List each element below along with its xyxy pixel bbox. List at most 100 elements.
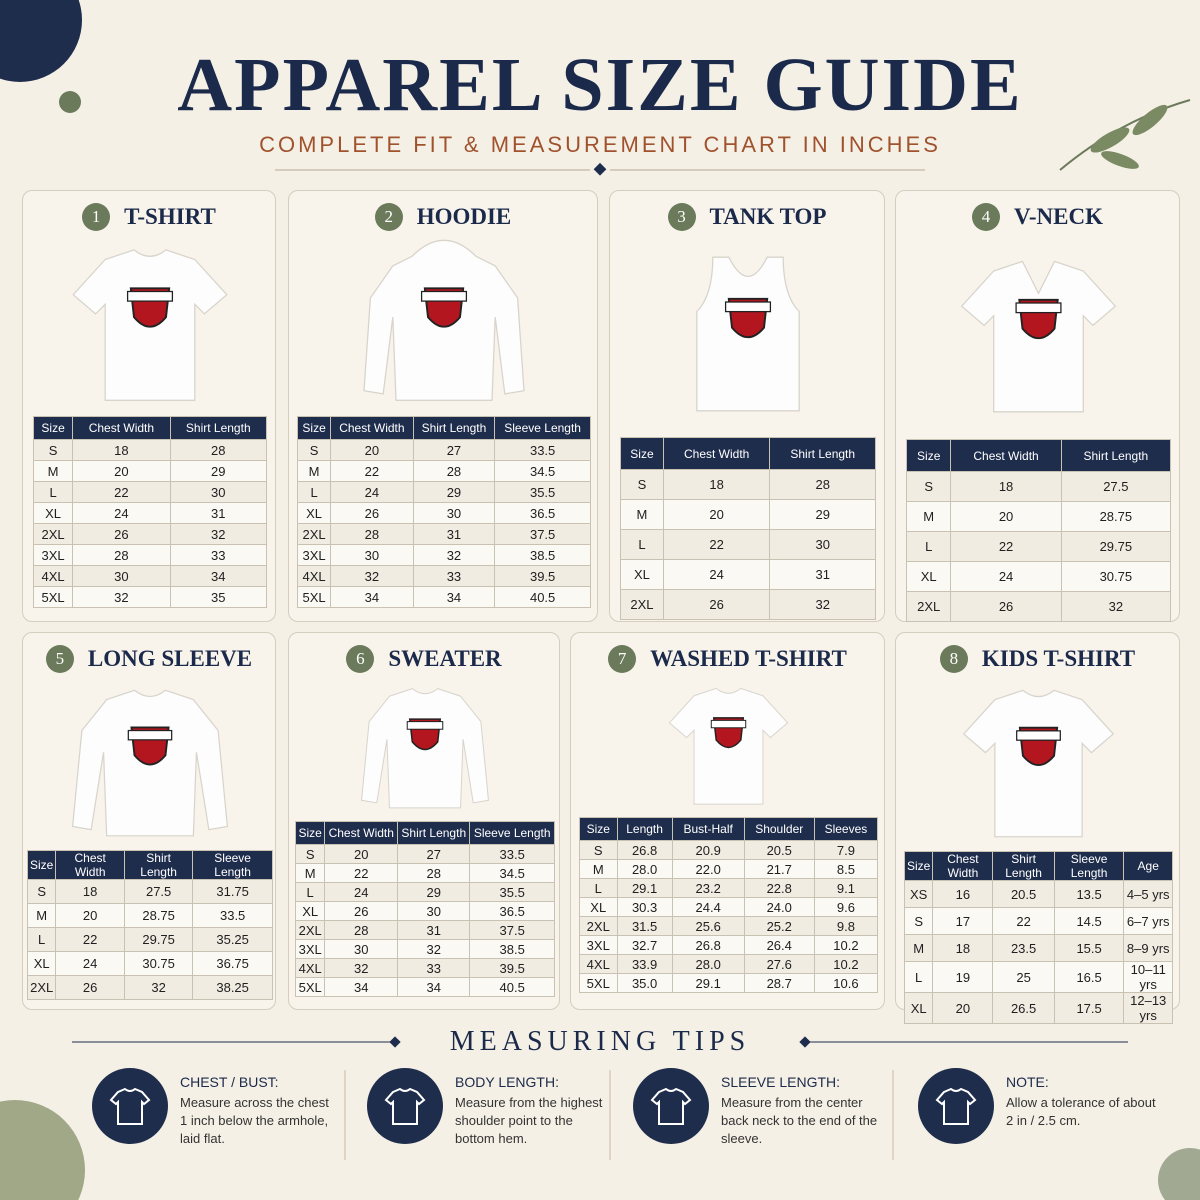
tip-label: NOTE: [1006, 1074, 1049, 1090]
table-cell: 26 [950, 591, 1062, 622]
table-row: 5XL 32 35 [32, 586, 268, 608]
table-cell: 28 [412, 460, 496, 482]
table-cell: XL [296, 502, 332, 524]
column-header: Shirt Length [123, 850, 194, 880]
table-cell: S [620, 469, 664, 500]
table-cell: 32 [324, 958, 399, 978]
table-header-row: Size Length Bust-Half Shoulder Sleeves [579, 817, 879, 841]
table-row: 4XL 30 34 [32, 565, 268, 587]
table-cell: 9.1 [813, 878, 879, 898]
table-row: 5XL 34 34 40.5 [294, 977, 555, 997]
table-cell: 34 [412, 586, 496, 608]
table-cell: L [296, 481, 332, 503]
table-cell: 4XL [294, 958, 326, 978]
shirt-image [363, 239, 525, 401]
table-cell: 20 [662, 499, 771, 530]
table-cell: 22.0 [671, 859, 745, 879]
panel-header: 7 WASHED T-SHIRT [571, 645, 884, 673]
shirt-image [668, 687, 789, 805]
table-cell: 35.25 [192, 927, 273, 952]
table-cell: 28 [397, 863, 471, 883]
table-cell: 15.5 [1053, 934, 1125, 962]
table-header-row: Size Chest Width Shirt Length [32, 416, 268, 440]
tip-icon-graphic [384, 1087, 426, 1125]
table-cell: XL [620, 559, 664, 590]
table-cell: 26 [55, 975, 125, 1000]
size-table: Size Length Bust-Half Shoulder Sleeves S 26.8 2… [579, 817, 879, 993]
tip-icon [367, 1068, 443, 1144]
table-cell: 36.75 [192, 951, 273, 976]
table-row: 2XL 26 32 [905, 591, 1172, 622]
column-header: Length [616, 817, 673, 841]
table-cell: 23.5 [992, 934, 1055, 962]
table-cell: 38.25 [192, 975, 273, 1000]
table-header-row: Size Chest Width Shirt Length Sleeve Length… [903, 851, 1173, 881]
size-table: Size Chest Width Shirt Length Sleeve Length… [294, 821, 555, 997]
table-cell: 20 [330, 439, 414, 461]
panel: 4 V-NECK Size Chest Width Shirt Length S 18 27.… [895, 190, 1180, 622]
table-row: XL 24 31 [32, 502, 268, 524]
column-header: Shoulder [743, 817, 815, 841]
table-row: 2XL 26 32 [620, 589, 876, 620]
table-cell: 27.5 [123, 879, 194, 904]
table-cell: 24 [662, 559, 771, 590]
table-cell: 22 [55, 927, 125, 952]
table-cell: 33 [397, 958, 471, 978]
table-cell: 30 [412, 502, 496, 524]
table-cell: 4–5 yrs [1123, 880, 1173, 908]
table-row: L 22 29.75 [905, 531, 1172, 562]
table-cell: L [620, 529, 664, 560]
shirt-image [962, 689, 1115, 838]
table-cell: XL [903, 992, 934, 1024]
panel-title: T-SHIRT [124, 204, 216, 229]
column-header: Sleeve Length [1053, 851, 1125, 881]
table-cell: 28 [330, 523, 414, 545]
table-cell: XL [905, 561, 952, 592]
table-cell: 28.75 [1060, 501, 1172, 532]
table-cell: 25.6 [671, 916, 745, 936]
table-row: L 22 29.75 35.25 [26, 927, 273, 952]
table-cell: S [32, 439, 74, 461]
size-table: Size Chest Width Shirt Length S 18 28 M 20 29 L 22… [32, 416, 268, 608]
table-cell: 40.5 [469, 977, 555, 997]
table-cell: 2XL [296, 523, 332, 545]
table-row: M 28.0 22.0 21.7 8.5 [579, 859, 879, 879]
table-cell: 35.0 [616, 973, 673, 993]
table-cell: 26 [72, 523, 171, 545]
table-cell: 34 [397, 977, 471, 997]
panel-number: 3 [667, 203, 696, 231]
table-row: S 20 27 33.5 [294, 844, 555, 864]
table-cell: L [294, 882, 326, 902]
table-cell: 35.5 [494, 481, 591, 503]
table-cell: 10–11 yrs [1123, 961, 1173, 993]
table-cell: 20 [932, 992, 994, 1024]
table-cell: 14.5 [1053, 907, 1125, 935]
panel-header: 8 KIDS T-SHIRT [896, 645, 1179, 673]
table-cell: 29.75 [1060, 531, 1172, 562]
panel: 2 HOODIE Size Chest Width Shirt Length Sleeve… [288, 190, 598, 622]
table-cell: 3XL [296, 544, 332, 566]
table-cell: 35.5 [469, 882, 555, 902]
table-cell: 31 [769, 559, 876, 590]
panel: 1 T-SHIRT Size Chest Width Shirt Length S 18 28… [22, 190, 276, 622]
table-cell: 18 [55, 879, 125, 904]
table-cell: 26 [324, 901, 399, 921]
table-cell: 34 [324, 977, 399, 997]
table-row: XL 30.3 24.4 24.0 9.6 [579, 897, 879, 917]
table-cell: 37.5 [494, 523, 591, 545]
table-cell: 26.4 [743, 935, 815, 955]
table-cell: XS [903, 880, 934, 908]
tip-text: Measure from the center back neck to the… [721, 1095, 878, 1146]
table-cell: 8–9 yrs [1123, 934, 1173, 962]
size-table: Size Chest Width Shirt Length S 18 27.5 M 20 28.… [905, 439, 1172, 622]
table-row: M 20 28.75 [905, 501, 1172, 532]
table-cell: 33.5 [192, 903, 273, 928]
tip: SLEEVE LENGTH: Measure from the center ba… [633, 1068, 893, 1158]
table-cell: 2XL [294, 920, 326, 940]
panel-number: 5 [45, 645, 74, 673]
panel-number: 6 [346, 645, 375, 673]
table-cell: 2XL [620, 589, 664, 620]
table-cell: 2XL [32, 523, 74, 545]
size-table: Size Chest Width Shirt Length Sleeve Length… [903, 851, 1173, 1024]
column-header: Size [579, 817, 618, 841]
